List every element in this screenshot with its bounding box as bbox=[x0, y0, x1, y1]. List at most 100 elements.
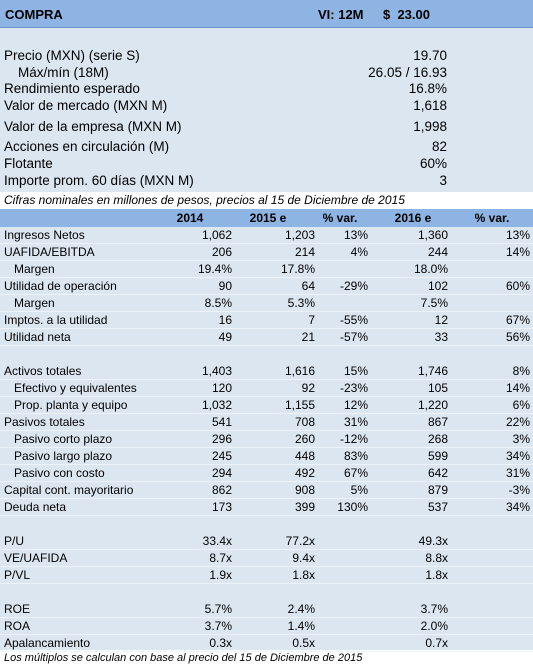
target-label: VI: 12M bbox=[318, 7, 364, 22]
cell: 120 bbox=[211, 381, 232, 395]
table-row: UAFIDA/EBITDA 206 214 4% 244 14% bbox=[0, 244, 533, 261]
cell: 1,155 bbox=[284, 398, 315, 412]
cell: 0.5x bbox=[292, 636, 315, 650]
row-label: ROE bbox=[4, 602, 31, 616]
table-row: ROA 3.7% 1.4% 2.0% bbox=[0, 618, 533, 635]
cell: 1,220 bbox=[417, 398, 448, 412]
cell: 14% bbox=[505, 245, 530, 259]
cell: 245 bbox=[211, 449, 232, 463]
table-row: Apalancamiento 0.3x 0.5x 0.7x bbox=[0, 635, 533, 652]
cell: 64 bbox=[301, 279, 315, 293]
column-header: % var. bbox=[474, 211, 510, 225]
cell: 31% bbox=[343, 415, 368, 429]
row-label: Efectivo y equivalentes bbox=[14, 381, 137, 395]
cell: 105 bbox=[427, 381, 448, 395]
summary-value: 1,618 bbox=[413, 98, 447, 113]
cell: 9.4x bbox=[292, 551, 315, 565]
summary-label: Importe prom. 60 días (MXN M) bbox=[4, 173, 194, 188]
summary-row: Acciones en circulación (M) 82 bbox=[0, 139, 533, 156]
summary-value: 82 bbox=[431, 139, 447, 154]
cell: 14% bbox=[505, 381, 530, 395]
cell: 599 bbox=[427, 449, 448, 463]
cell: 399 bbox=[294, 500, 315, 514]
cell: 260 bbox=[294, 432, 315, 446]
table-row: Imptos. a la utilidad 16 7 -55% 12 67% bbox=[0, 312, 533, 329]
row-label: Ingresos Netos bbox=[4, 228, 85, 242]
row-label: Utilidad de operación bbox=[4, 279, 117, 293]
cell: 541 bbox=[211, 415, 232, 429]
cell: -3% bbox=[508, 483, 530, 497]
summary-value: 26.05 / 16.93 bbox=[368, 65, 447, 80]
row-label: UAFIDA/EBITDA bbox=[4, 245, 95, 259]
cell: 1,360 bbox=[417, 228, 448, 242]
cell: 18.0% bbox=[413, 262, 448, 276]
cell: 67% bbox=[505, 313, 530, 327]
cell: 3% bbox=[512, 432, 530, 446]
summary-value: 19.70 bbox=[413, 48, 447, 63]
table-row: ROE 5.7% 2.4% 3.7% bbox=[0, 601, 533, 618]
cell: 294 bbox=[211, 466, 232, 480]
cell: 1.8x bbox=[292, 568, 315, 582]
cell: 173 bbox=[211, 500, 232, 514]
cell: 0.3x bbox=[209, 636, 232, 650]
column-header: % var. bbox=[322, 211, 358, 225]
cell: 31% bbox=[505, 466, 530, 480]
table-row: Capital cont. mayoritario 862 908 5% 879 -3% bbox=[0, 482, 533, 499]
summary-box: Precio (MXN) (serie S) 19.70 Máx/mín (18M)… bbox=[0, 28, 533, 192]
cell: 244 bbox=[427, 245, 448, 259]
cell: 13% bbox=[505, 228, 530, 242]
row-label: Prop. planta y equipo bbox=[14, 398, 128, 412]
cell: 8.5% bbox=[204, 296, 232, 310]
row-label: Margen bbox=[14, 262, 55, 276]
cell: 879 bbox=[427, 483, 448, 497]
cell: 49.3x bbox=[418, 534, 448, 548]
row-label: P/U bbox=[4, 534, 25, 548]
cell: 34% bbox=[505, 449, 530, 463]
cell: 102 bbox=[427, 279, 448, 293]
table-row: Ingresos Netos 1,062 1,203 13% 1,360 13% bbox=[0, 227, 533, 244]
cell: 33.4x bbox=[202, 534, 232, 548]
cell: 8% bbox=[512, 364, 530, 378]
row-label: P/VL bbox=[4, 568, 31, 582]
cell: 77.2x bbox=[285, 534, 315, 548]
cell: 1,203 bbox=[284, 228, 315, 242]
cell: 862 bbox=[211, 483, 232, 497]
summary-label: Precio (MXN) (serie S) bbox=[4, 48, 140, 63]
row-label: Deuda neta bbox=[4, 500, 67, 514]
cell: 130% bbox=[337, 500, 368, 514]
summary-label: Valor de mercado (MXN M) bbox=[4, 98, 168, 113]
cell: 5.7% bbox=[204, 602, 232, 616]
table-row: Pasivos totales 541 708 31% 867 22% bbox=[0, 414, 533, 431]
cell: -57% bbox=[339, 330, 368, 344]
cell: 7.5% bbox=[420, 296, 448, 310]
cell: 60% bbox=[505, 279, 530, 293]
column-header: 2014 bbox=[176, 211, 204, 225]
cell: -55% bbox=[339, 313, 368, 327]
cell: 867 bbox=[427, 415, 448, 429]
cell: 21 bbox=[301, 330, 315, 344]
cell: 34% bbox=[505, 500, 530, 514]
cell: 642 bbox=[427, 466, 448, 480]
row-label: Margen bbox=[14, 296, 55, 310]
cell: -29% bbox=[339, 279, 368, 293]
cell: 268 bbox=[427, 432, 448, 446]
row-label: Pasivos totales bbox=[4, 415, 85, 429]
table-row: VE/UAFIDA 8.7x 9.4x 8.8x bbox=[0, 550, 533, 567]
cell: 1.4% bbox=[287, 619, 315, 633]
cell: 296 bbox=[211, 432, 232, 446]
table-row: Margen 8.5% 5.3% 7.5% bbox=[0, 295, 533, 312]
cell: 6% bbox=[512, 398, 530, 412]
row-label: ROA bbox=[4, 619, 31, 633]
cell: 33 bbox=[434, 330, 448, 344]
cell: 90 bbox=[218, 279, 232, 293]
row-label: Pasivo largo plazo bbox=[14, 449, 113, 463]
cell: 16 bbox=[218, 313, 232, 327]
cell: 908 bbox=[294, 483, 315, 497]
table-row: Utilidad de operación 90 64 -29% 102 60% bbox=[0, 278, 533, 295]
cell: 1,403 bbox=[201, 364, 232, 378]
cell: 2.0% bbox=[420, 619, 448, 633]
cell: 206 bbox=[211, 245, 232, 259]
table-row: P/VL 1.9x 1.8x 1.8x bbox=[0, 567, 533, 584]
cell: 8.8x bbox=[425, 551, 448, 565]
